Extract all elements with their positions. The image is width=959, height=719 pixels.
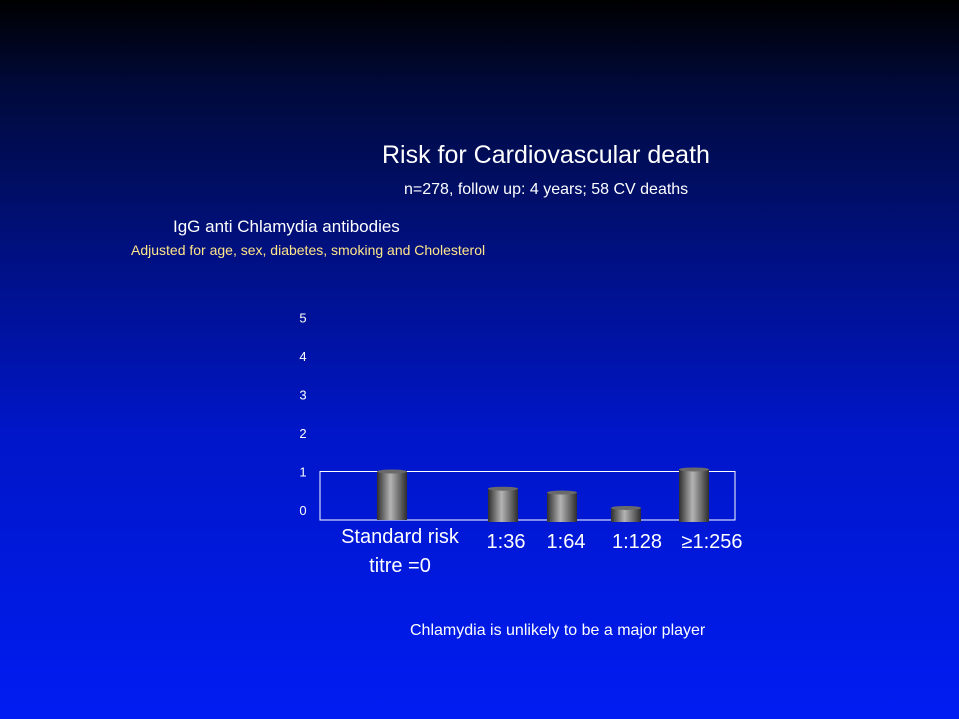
adjustment-note: Adjusted for age, sex, diabetes, smoking… (131, 242, 486, 258)
y-tick-label: 4 (299, 349, 306, 364)
bar-body (377, 471, 407, 520)
bar-top (611, 505, 641, 510)
y-tick-label: 3 (299, 388, 306, 403)
y-tick-label: 2 (299, 426, 306, 441)
y-tick-label: 5 (299, 311, 306, 326)
chart-title: Risk for Cardiovascular death (382, 141, 710, 169)
bar-body (547, 492, 577, 522)
category-label: ≥1:256 (681, 531, 742, 553)
bar-top (377, 469, 407, 474)
category-label: 1:64 (547, 531, 586, 553)
conclusion-text: Chlamydia is unlikely to be a major play… (410, 622, 706, 639)
category-label: 1:128 (612, 531, 662, 553)
bar-top (679, 467, 709, 472)
antibody-heading: IgG anti Chlamydia antibodies (173, 217, 400, 236)
bar-body (488, 488, 518, 522)
bar-body (611, 507, 641, 522)
category-label: Standard risk titre =0 (341, 526, 460, 577)
y-tick-label: 0 (299, 503, 306, 518)
bar (488, 486, 518, 522)
y-tick-label: 1 (299, 465, 306, 480)
bar-top (547, 490, 577, 495)
bar (611, 505, 641, 522)
reference-risk-box (319, 471, 736, 521)
chart-subtitle: n=278, follow up: 4 years; 58 CV deaths (404, 181, 689, 198)
bar-top (488, 486, 518, 491)
bar (547, 490, 577, 522)
category-label: 1:36 (487, 531, 526, 553)
bar-body (679, 469, 709, 522)
bar (679, 467, 709, 522)
bar (377, 469, 407, 520)
